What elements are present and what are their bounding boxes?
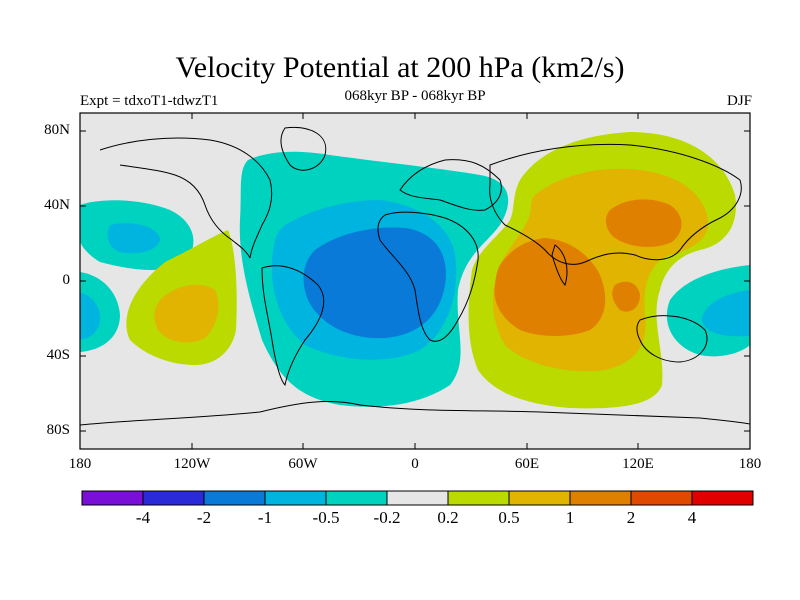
colorbar-label: 0.5 [498, 508, 520, 527]
lon-ticks [191, 113, 639, 449]
colorbar-label: -1 [257, 508, 273, 527]
lat-label-80s: 80S [46, 422, 70, 438]
colorbar-swatch [508, 490, 571, 506]
colorbar-swatch [386, 490, 449, 506]
contour-pos-mid-spac [154, 284, 219, 343]
lon-label-60e: 60E [514, 456, 540, 472]
colorbar-swatch [569, 490, 632, 506]
lat-label-80n: 80N [44, 122, 70, 138]
contour-neg-mid-east [702, 290, 750, 337]
colorbar-label: 4 [687, 508, 697, 527]
colorbar-label: -0.2 [373, 508, 401, 527]
lat-label-40n: 40N [44, 197, 70, 213]
lon-label-0: 0 [411, 456, 419, 472]
colorbar-swatch [203, 490, 266, 506]
colorbar-label: 2 [626, 508, 636, 527]
colorbar-label: -0.5 [312, 508, 340, 527]
contour-pos-strong-indonesia [612, 281, 640, 312]
period-subtitle: 068kyr BP - 068kyr BP [344, 88, 486, 104]
colorbar-label: -4 [135, 508, 151, 527]
colorbar-swatch [81, 490, 144, 506]
colorbar-swatch [325, 490, 388, 506]
lon-label-120w: 120W [173, 456, 211, 472]
season-label: DJF [726, 93, 752, 109]
contour-neg-mid-westpac [107, 223, 160, 254]
colorbar [81, 490, 754, 506]
colorbar-swatch [630, 490, 693, 506]
colorbar-swatch [142, 490, 205, 506]
lon-label-60w: 60W [288, 456, 318, 472]
colorbar-label: -2 [196, 508, 212, 527]
experiment-label: Expt = tdxoT1-tdwzT1 [80, 93, 219, 109]
colorbar-swatch [264, 490, 327, 506]
map-title: Velocity Potential at 200 hPa (km2/s) [175, 51, 625, 84]
lat-ticks [80, 130, 750, 432]
colorbar-label: 1 [565, 508, 575, 527]
colorbar-swatch [447, 490, 510, 506]
lat-label-0: 0 [62, 272, 71, 288]
lon-label-120e: 120E [622, 456, 654, 472]
lon-label-180w: 180 [68, 456, 92, 472]
lon-label-180e: 180 [738, 456, 762, 472]
colorbar-label: 0.2 [437, 508, 459, 527]
contour-field [80, 132, 750, 409]
contour-pos-strong-main [494, 238, 606, 336]
lat-label-40s: 40S [46, 347, 70, 363]
contour-pos-strong-eastasia [605, 199, 682, 247]
colorbar-swatch [691, 490, 754, 506]
contour-neg-strong-main [303, 227, 446, 339]
coastlines [80, 126, 750, 426]
contour-neg-mid-dateline [80, 292, 100, 340]
